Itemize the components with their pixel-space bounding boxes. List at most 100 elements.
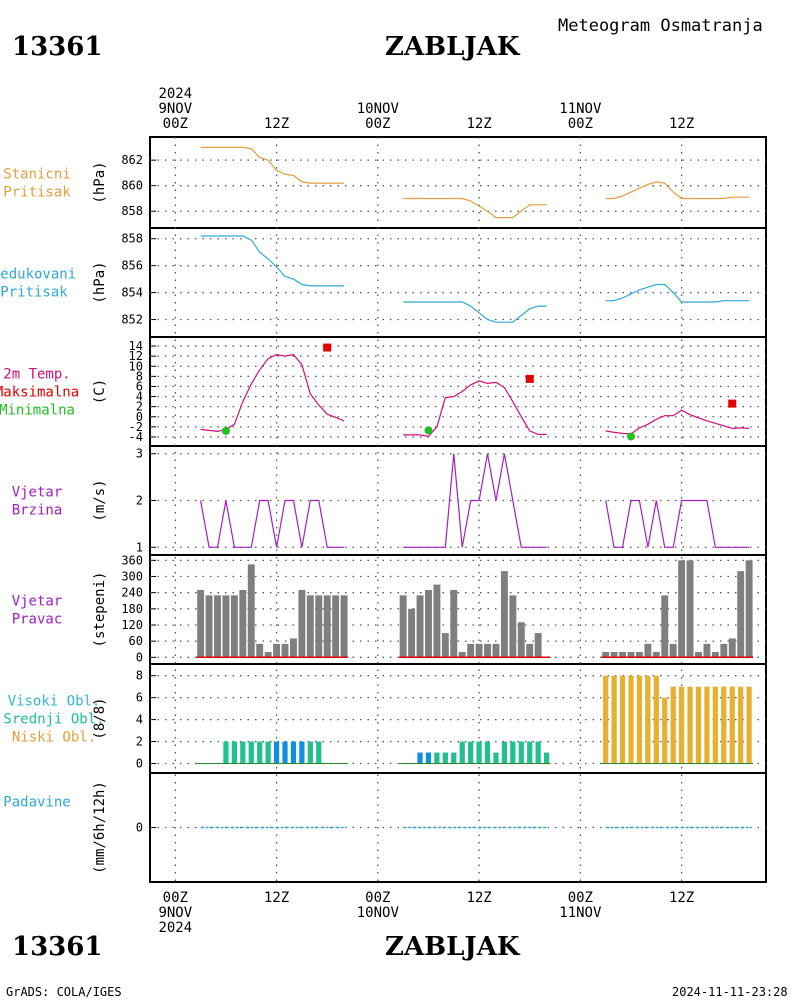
panel-unit: (m/s) — [92, 479, 108, 521]
y-tick-label: 862 — [121, 153, 143, 167]
panel-label: Pravac — [12, 612, 63, 628]
bottom-time-label: 00Z — [365, 890, 390, 906]
wind-dir-bar — [669, 643, 677, 658]
y-tick-label: 14 — [129, 339, 143, 353]
wind-dir-bar — [737, 571, 745, 658]
top-time-label: 12Z — [669, 116, 694, 132]
chart-frame — [149, 136, 767, 883]
y-tick-label: 4 — [136, 713, 143, 727]
y-tick-label: 4 — [136, 390, 143, 404]
wind-dir-bar — [205, 595, 213, 658]
y-tick-label: 240 — [121, 586, 143, 600]
tmax-marker — [525, 374, 534, 383]
y-tick-label: 3 — [136, 447, 143, 461]
wind-dir-bar — [652, 651, 660, 658]
y-tick-label: 0 — [136, 757, 143, 771]
y-tick-label: 300 — [121, 570, 143, 584]
wind-dir-bar — [399, 595, 407, 658]
cloud-mid-bar — [476, 741, 482, 764]
top-time-label: 00Z — [568, 116, 593, 132]
station-id-bottom: 13361 — [12, 932, 102, 962]
bottom-time-label: 2024 — [158, 920, 192, 936]
cloud-mid-bar — [425, 752, 432, 764]
top-time-label: 11NOV — [559, 101, 602, 117]
wind-dir-bar — [627, 651, 635, 658]
cloud-mid-bar — [484, 741, 491, 764]
wind-dir-bar — [500, 571, 508, 658]
wind-dir-bar — [222, 595, 230, 658]
panel-label: Pritisak — [3, 185, 71, 201]
y-tick-label: 12 — [129, 349, 143, 363]
cloud-low-bar — [619, 675, 626, 764]
cloud-mid-bar — [434, 752, 440, 764]
cloud-mid-bar — [493, 752, 499, 764]
cloud-low-bar — [704, 686, 710, 764]
wind-dir-bar — [214, 595, 221, 658]
station-name-top: ZABLJAK — [385, 32, 521, 62]
wind-dir-bar — [197, 589, 205, 658]
bottom-time-label: 10NOV — [357, 905, 400, 921]
wind-dir-bar — [720, 643, 728, 658]
wind-dir-bar — [289, 638, 297, 658]
panel-unit: (C) — [92, 379, 108, 404]
y-tick-label: 180 — [121, 602, 143, 616]
wind-dir-bar — [534, 633, 542, 658]
tmin-marker — [626, 432, 635, 441]
wind-dir-bar — [467, 643, 475, 658]
wind-dir-bar — [441, 633, 449, 658]
wind-dir-bar — [416, 595, 424, 658]
wind-dir-bar — [264, 651, 272, 658]
wind-dir-bar — [711, 651, 719, 658]
cloud-low-bar — [603, 675, 609, 764]
cloud-low-bar — [687, 686, 693, 764]
wind-dir-bar — [526, 643, 534, 658]
wind-dir-bar — [602, 651, 610, 658]
cloud-mid-bar — [459, 741, 465, 764]
wind-dir-bar — [703, 643, 711, 658]
cloud-low-bar — [628, 675, 634, 764]
wind-dir-bar — [678, 560, 686, 658]
wind-dir-bar — [408, 608, 416, 658]
wind-dir-bar — [745, 560, 753, 658]
wind-dir-bar — [230, 595, 238, 658]
panel-wind_dir: Vjetar Pravac (stepeni) 0 60 120 180 240 300 360 — [12, 553, 766, 664]
cloud-mid-bar — [543, 752, 550, 764]
station-name-bottom: ZABLJAK — [385, 932, 521, 962]
cloud-low-bar — [636, 675, 643, 764]
panel-label: Srednji Obl. — [3, 712, 104, 728]
cloud-low-bar — [746, 686, 752, 764]
panel-label: Vjetar — [12, 594, 63, 610]
station-pressure-line — [200, 146, 345, 184]
wind-dir-bar — [492, 643, 500, 658]
wind-dir-bar — [475, 643, 483, 658]
panel-precip: Padavine (mm/6h/12h) 0 — [3, 781, 766, 874]
wind-dir-bar — [728, 638, 736, 658]
y-tick-label: 360 — [121, 553, 143, 567]
panel-label: Redukovani — [0, 267, 76, 283]
wind-dir-bar — [315, 595, 323, 658]
cloud-low-bar — [738, 686, 744, 764]
cloud-low-bar — [679, 686, 685, 764]
cloud-mid-bar — [299, 741, 305, 764]
cloud-mid-bar — [527, 741, 533, 764]
y-tick-label: 8 — [136, 369, 143, 383]
cloud-mid-bar — [535, 741, 541, 764]
panel-unit: (mm/6h/12h) — [92, 781, 108, 874]
cloud-mid-bar — [316, 741, 322, 764]
cloud-low-bar — [721, 686, 727, 764]
y-tick-label: 0 — [136, 650, 143, 664]
top-time-label: 12Z — [264, 116, 289, 132]
y-tick-label: 6 — [136, 379, 143, 393]
panel-label: 2m Temp. — [3, 367, 70, 383]
cloud-low-bar — [670, 686, 676, 764]
station-id-top: 13361 — [12, 32, 102, 62]
wind-dir-bar — [340, 595, 348, 658]
cloud-mid-bar — [290, 741, 297, 764]
panel-label: Niski Obl. — [12, 730, 96, 746]
wind-dir-bar — [450, 589, 458, 658]
cloud-mid-bar — [510, 741, 516, 764]
cloud-mid-bar — [248, 741, 254, 764]
cloud-low-bar — [712, 686, 718, 764]
product-title: Meteogram Osmatranja — [558, 16, 763, 36]
wind-dir-bar — [458, 651, 466, 658]
